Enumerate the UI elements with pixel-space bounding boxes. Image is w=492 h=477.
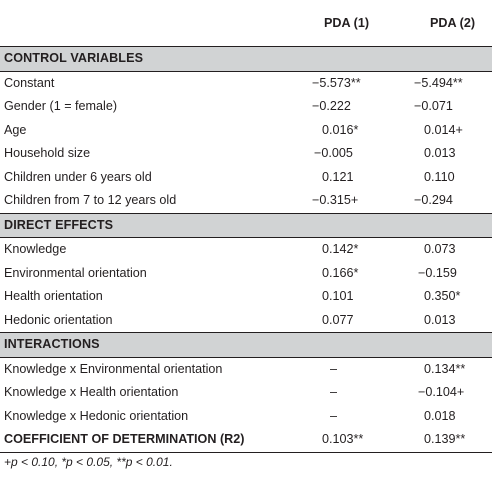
table-row: Hedonic orientation 0.077 0.013 [0,309,492,333]
table-row: Children from 7 to 12 years old −0.315+ … [0,189,492,213]
section-interactions: INTERACTIONS [0,332,492,358]
value-pda-1: 0.101 [322,289,354,303]
value-pda-1: – [330,361,338,376]
table-row: Environmental orientation 0.166* −0.159 [0,262,492,286]
row-label: Age [4,122,27,137]
value-pda-2: 0.013 [424,312,456,327]
value-pda-2: −0.159 [418,265,457,280]
value-pda-1: 0.016* [322,122,359,137]
row-label: Knowledge x Health orientation [4,385,179,399]
value-pda-1: – [330,408,338,423]
value-pda-1: 0.142* [322,242,359,256]
section-title: INTERACTIONS [0,332,492,358]
coefficient-pda-2: 0.139** [386,428,492,453]
row-label: Constant [4,75,55,90]
value-pda-2: 0.013 [424,146,456,160]
table-row: Constant −5.573** −5.494** [0,71,492,95]
footnote: +p < 0.10, *p < 0.05, **p < 0.01. [4,455,173,469]
coefficient-label: COEFFICIENT OF DETERMINATION (R2) [0,428,282,453]
section-title: CONTROL VARIABLES [0,46,492,72]
table-row: Age 0.016* 0.014+ [0,119,492,143]
value-pda-2: 0.018 [424,408,456,423]
value-pda-1: −5.573** [312,75,361,90]
row-label: Knowledge x Environmental orientation [4,361,223,376]
header-pda-2: PDA (2) [386,0,492,47]
table-row: Knowledge x Environmental orientation – … [0,357,492,381]
value-pda-2: 0.110 [424,169,455,184]
row-label: Health orientation [4,289,103,303]
row-label: Gender (1 = female) [4,99,118,113]
value-pda-2: −0.104+ [418,385,465,399]
value-pda-2: 0.073 [424,242,456,256]
value-pda-2: 0.014+ [424,122,463,137]
row-label: Knowledge [4,242,67,256]
table-row: Children under 6 years old 0.121 0.110 [0,166,492,190]
value-pda-1: – [330,385,338,399]
section-title: DIRECT EFFECTS [0,212,492,238]
value-pda-1: 0.121 [322,169,354,184]
coefficient-pda-1: 0.103** [282,428,386,453]
value-pda-2: 0.350* [424,289,461,303]
value-pda-1: −0.005 [314,146,353,160]
row-label: Environmental orientation [4,265,147,280]
row-label: Children under 6 years old [4,169,152,184]
coefficient-row: COEFFICIENT OF DETERMINATION (R2) 0.103*… [0,428,492,453]
section-control-variables: CONTROL VARIABLES [0,46,492,72]
value-pda-2: −0.294 [414,193,453,207]
value-pda-1: 0.166* [322,265,359,280]
table-row: Knowledge x Hedonic orientation – 0.018 [0,405,492,429]
row-label: Children from 7 to 12 years old [4,193,177,207]
value-pda-2: −5.494** [414,75,463,90]
header-row: PDA (1) PDA (2) [0,0,492,47]
table-row: Knowledge x Health orientation – −0.104+ [0,381,492,405]
value-pda-2: −0.071 [414,99,453,113]
row-label: Household size [4,146,91,160]
row-label: Knowledge x Hedonic orientation [4,408,189,423]
table-row: Household size −0.005 0.013 [0,142,492,166]
row-label: Hedonic orientation [4,312,113,327]
value-pda-1: −0.315+ [312,193,359,207]
value-pda-2: 0.134** [424,361,466,376]
section-direct-effects: DIRECT EFFECTS [0,212,492,238]
value-pda-1: 0.077 [322,312,354,327]
header-label [0,0,282,47]
regression-table: PDA (1) PDA (2) CONTROL VARIABLES Consta… [0,0,492,453]
table-row: Gender (1 = female) −0.222 −0.071 [0,95,492,119]
value-pda-1: −0.222 [312,99,351,113]
table-row: Health orientation 0.101 0.350* [0,285,492,309]
header-pda-1: PDA (1) [282,0,386,47]
table-row: Knowledge 0.142* 0.073 [0,238,492,262]
